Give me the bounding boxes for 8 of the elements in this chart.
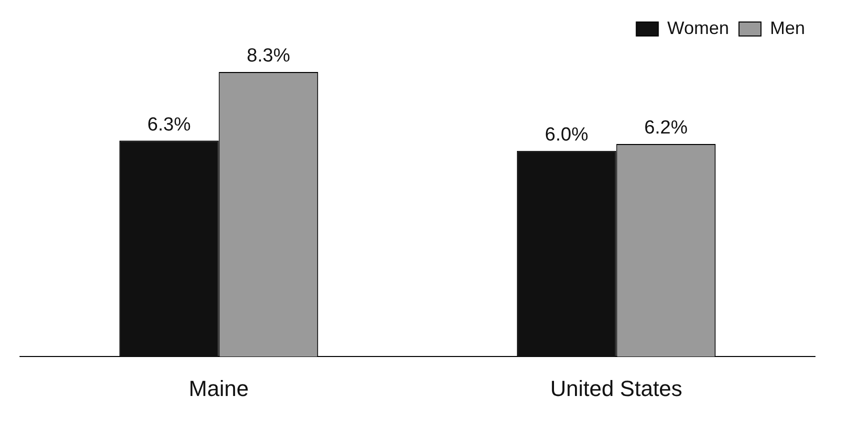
data-label: 6.2%	[644, 118, 688, 139]
data-label: 8.3%	[246, 46, 290, 67]
legend-label: Men	[770, 18, 805, 38]
x-tick-label: United States	[550, 376, 682, 401]
legend-label: Women	[667, 18, 729, 38]
data-label: 6.3%	[147, 114, 191, 136]
x-tick-label: Maine	[188, 376, 249, 401]
data-label: 6.0%	[544, 124, 588, 146]
